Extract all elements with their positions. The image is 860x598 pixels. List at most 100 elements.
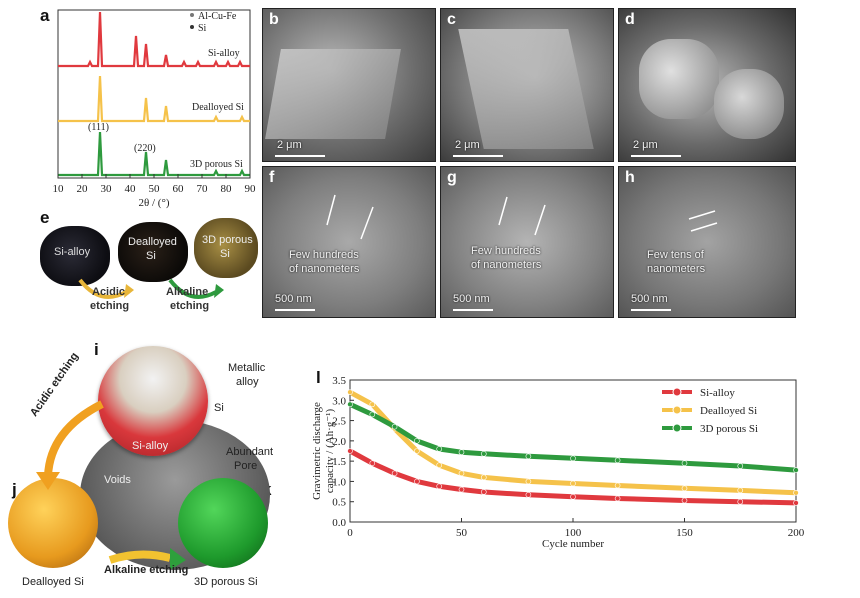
panel-label-h: h — [625, 169, 635, 186]
y-tick-label: 0.0 — [332, 517, 346, 529]
sem-annotation: Few hundreds — [289, 249, 359, 261]
label-etching: etching — [170, 300, 210, 312]
series-point — [436, 483, 442, 490]
arrow-acidic — [78, 278, 127, 299]
xrd-trace-dealloyed — [58, 75, 250, 123]
y-tick-label: 2.0 — [332, 436, 346, 448]
photo-porous: 3D porous Si — [194, 218, 258, 278]
arrow-alkaline-scheme — [108, 550, 172, 564]
sem-image-g: g Few hundreds of nanometers 500 nm — [440, 166, 614, 318]
panel-label-l: l — [316, 368, 321, 387]
series-point — [681, 485, 688, 492]
panel-label-b: b — [269, 11, 279, 28]
series-point — [369, 411, 376, 418]
legend-si: Si — [198, 23, 207, 34]
scheme-label-metallic: Metallic — [228, 362, 266, 374]
y-axis-ticks: 0.0 0.5 1.0 1.5 2.0 2.5 3.0 3.5 — [332, 375, 354, 529]
scale-label: 2 μm — [455, 139, 480, 151]
sem-annotation: Few tens of — [647, 249, 704, 261]
x-tick-label: 50 — [149, 183, 161, 195]
y-tick-label: 3.5 — [332, 375, 346, 387]
scheme-label-sialloy: Si-alloy — [132, 440, 169, 452]
arrow-head-icon — [214, 284, 224, 298]
series-point — [525, 492, 532, 498]
photo-label: Si — [146, 250, 156, 262]
series-point — [737, 463, 744, 469]
panel-label-e: e — [40, 208, 50, 227]
x-tick-label: 80 — [221, 183, 233, 195]
scale-bar — [275, 155, 325, 157]
sphere-dealloyed — [8, 478, 98, 568]
series-point — [793, 489, 799, 496]
series-point — [614, 457, 621, 464]
scheme-label-porous: 3D porous Si — [194, 576, 258, 588]
arrow-acidic-scheme — [44, 400, 104, 477]
series-point — [391, 423, 398, 430]
y-axis-label-1: Gravimetric discharge — [311, 402, 323, 500]
x-tick-label: 90 — [245, 183, 257, 195]
legend-marker-si — [190, 25, 194, 29]
scheme-label-pore: Pore — [234, 460, 258, 472]
series-point — [414, 478, 420, 485]
series-point — [737, 487, 744, 494]
series-point — [347, 389, 353, 395]
photo-label: Si-alloy — [54, 246, 91, 258]
series-point — [347, 401, 353, 408]
legend-marker — [672, 423, 682, 433]
label-etching: etching — [90, 300, 130, 312]
arrow-head-icon — [170, 548, 186, 570]
legend-entry: Dealloyed Si — [700, 405, 757, 417]
sem-image-d: d 2 μm — [618, 8, 796, 162]
series-point — [481, 474, 487, 481]
panel-label-g: g — [447, 169, 457, 186]
xrd-trace-porous — [58, 131, 250, 177]
label-acidic: Acidic — [92, 286, 126, 298]
scheme-label-si: Si — [214, 402, 224, 414]
x-tick-label: 50 — [456, 527, 468, 539]
xrd-label-dealloyed: Dealloyed Si — [192, 102, 244, 113]
arrows — [326, 194, 374, 240]
sem-annotation: of nanometers — [471, 259, 542, 271]
xrd-trace-sialloy — [58, 11, 250, 68]
legend-marker-alcufe — [190, 13, 194, 17]
series-point — [481, 489, 487, 495]
series-point — [525, 478, 532, 485]
x-tick-label: 30 — [101, 183, 113, 195]
scale-bar — [275, 309, 315, 311]
panel-label-f: f — [269, 169, 275, 186]
y-tick-label: 1.5 — [332, 456, 346, 468]
series-point — [681, 497, 688, 504]
photo-label: Dealloyed — [128, 236, 177, 248]
peak-label-220: (220) — [134, 143, 156, 154]
y-tick-label: 0.5 — [332, 497, 346, 509]
series-point — [391, 470, 398, 477]
series-point — [570, 455, 576, 462]
legend-marker — [672, 387, 682, 397]
scheme-label-alkaline: Alkaline etching — [104, 564, 189, 576]
y-axis-label-2: capacity / (Ah·g⁻¹) — [324, 409, 336, 494]
series-point — [369, 401, 376, 408]
photo-label: Si — [220, 248, 230, 260]
photo-dealloyed: Dealloyed Si — [118, 222, 188, 282]
scale-label: 500 nm — [275, 293, 312, 305]
x-tick-label: 70 — [197, 183, 209, 195]
xrd-plot: Al-Cu-Fe Si Si-alloy Dealloyed Si 3D por… — [53, 9, 257, 209]
series-point — [458, 486, 465, 493]
etching-arrows — [78, 278, 224, 299]
photo-sialloy: Si-alloy — [40, 226, 110, 286]
arrow-head-icon — [36, 472, 60, 490]
arrow-head-icon — [124, 284, 134, 298]
chart-legend: Si-alloy Dealloyed Si 3D porous Si — [662, 387, 758, 435]
scheme-label-alloy: alloy — [236, 376, 259, 388]
x-axis-label: Cycle number — [542, 538, 604, 550]
series-point — [458, 449, 465, 456]
scale-bar — [631, 309, 671, 311]
sem-image-c: c 2 μm — [440, 8, 614, 162]
series-point — [436, 446, 442, 452]
xrd-label-porous: 3D porous Si — [190, 159, 243, 170]
y-tick-label: 2.5 — [332, 416, 346, 428]
sphere-porous — [178, 478, 268, 568]
x-axis-ticks: 0 50 100 150 200 — [347, 518, 805, 539]
peak-label-111: (111) — [88, 122, 109, 133]
series-point — [614, 482, 621, 489]
